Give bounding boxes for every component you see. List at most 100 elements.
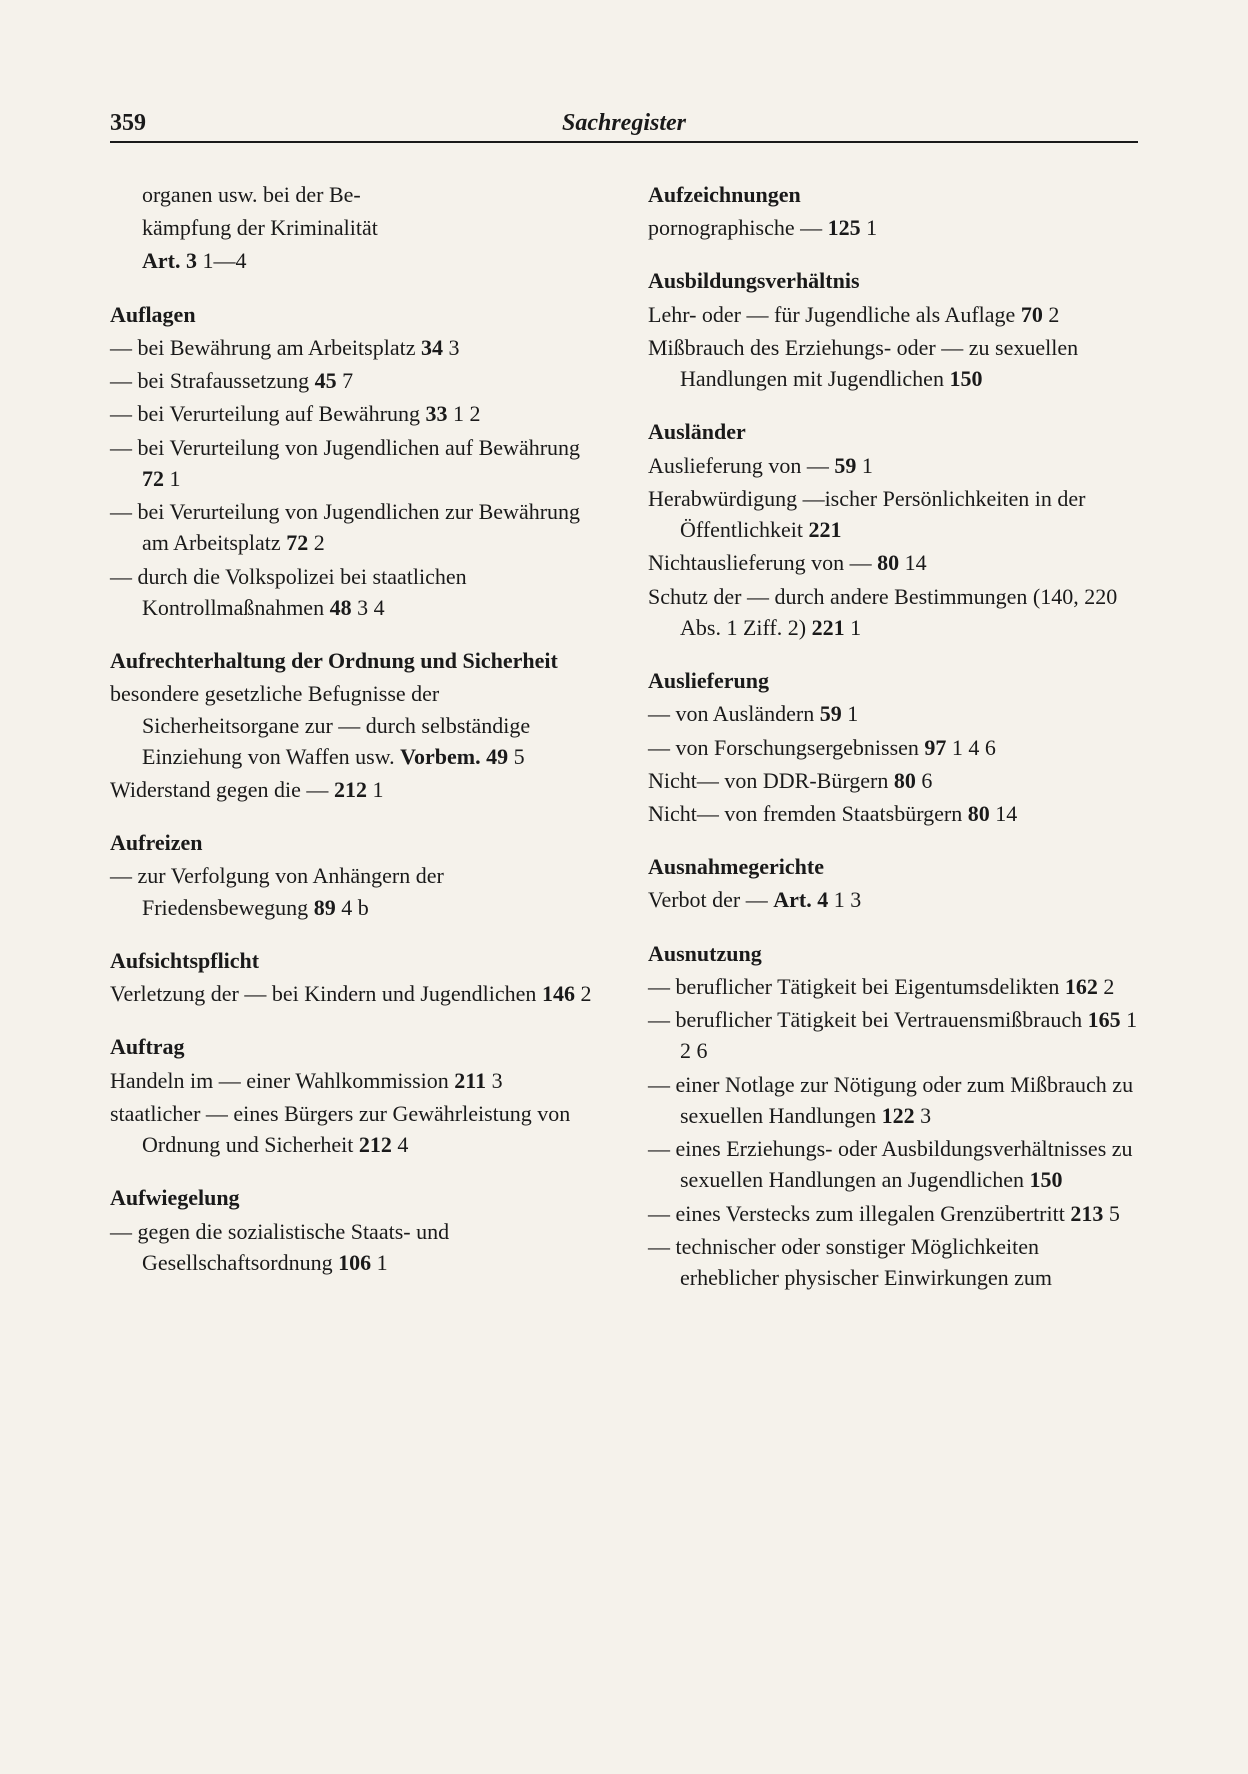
entry-suffix: 1 2 xyxy=(447,401,480,426)
entry-text: — eines Verstecks zum illegalen Grenzübe… xyxy=(648,1201,1070,1226)
index-entry: Verletzung der — bei Kindern und Jugendl… xyxy=(110,978,600,1009)
entry-ref: 146 xyxy=(542,981,575,1006)
section-heading: Ausnutzung xyxy=(648,938,1138,969)
entry-suffix: 1 xyxy=(861,215,878,240)
entry-ref: 162 xyxy=(1065,974,1098,999)
section-heading: Aufrechterhaltung der Ordnung und Sicher… xyxy=(110,645,600,676)
entry-text: Lehr- oder — für Jugendliche als Auflage xyxy=(648,302,1021,327)
index-entry: pornographische — 125 1 xyxy=(648,212,1138,243)
entry-text: — bei Bewährung am Arbeitsplatz xyxy=(110,335,421,360)
entry-suffix: 1—4 xyxy=(197,248,247,273)
index-entry: — einer Notlage zur Nötigung oder zum Mi… xyxy=(648,1069,1138,1131)
entry-ref: 213 xyxy=(1070,1201,1103,1226)
entry-text: — bei Verurteilung von Jugendlichen auf … xyxy=(110,435,580,460)
index-entry: Nichtauslieferung von — 80 14 xyxy=(648,547,1138,578)
entry-ref: 59 xyxy=(820,701,842,726)
section: AusnahmegerichteVerbot der — Art. 4 1 3 xyxy=(648,851,1138,915)
entry-ref: 34 xyxy=(421,335,443,360)
entry-text: — von Forschungsergebnissen xyxy=(648,735,924,760)
index-entry: — technischer oder sonstiger Möglichkeit… xyxy=(648,1231,1138,1293)
index-entry: — eines Verstecks zum illegalen Grenzübe… xyxy=(648,1198,1138,1229)
continuation-line: organen usw. bei der Be- xyxy=(110,179,600,210)
entry-ref: 97 xyxy=(924,735,946,760)
entry-ref: 212 xyxy=(334,777,367,802)
entry-text: pornographische — xyxy=(648,215,828,240)
entry-suffix: 1 xyxy=(845,615,862,640)
entry-text: Nicht— von fremden Staatsbürgern xyxy=(648,801,968,826)
entry-text: — von Ausländern xyxy=(648,701,820,726)
entry-text: — technischer oder sonstiger Möglichkeit… xyxy=(648,1234,1052,1290)
entry-text: — gegen die sozialistische Staats- und G… xyxy=(110,1219,449,1275)
entry-suffix: 1 xyxy=(856,453,873,478)
section-heading: Ausbildungsverhältnis xyxy=(648,265,1138,296)
entry-suffix: 3 xyxy=(486,1068,503,1093)
entry-text: Auslieferung von — xyxy=(648,453,834,478)
entry-ref: 150 xyxy=(1029,1167,1062,1192)
index-entry: Nicht— von DDR-Bürgern 80 6 xyxy=(648,765,1138,796)
entry-ref: 125 xyxy=(828,215,861,240)
entry-text: — bei Verurteilung auf Bewährung xyxy=(110,401,425,426)
entry-ref: 72 xyxy=(286,530,308,555)
index-entry: — bei Strafaussetzung 45 7 xyxy=(110,365,600,396)
entry-suffix: 1 xyxy=(371,1250,388,1275)
continuation-block: organen usw. bei der Be-kämpfung der Kri… xyxy=(110,179,600,277)
entry-ref: 221 xyxy=(812,615,845,640)
entry-suffix: 2 xyxy=(308,530,325,555)
entry-text: Nichtauslieferung von — xyxy=(648,550,877,575)
entry-ref: 150 xyxy=(949,366,982,391)
section-heading: Aufreizen xyxy=(110,827,600,858)
entry-suffix: 1 xyxy=(164,466,181,491)
section: Aufwiegelung— gegen die sozialistische S… xyxy=(110,1182,600,1278)
page: 3 59 Sachregister organen usw. bei der Be… xyxy=(0,0,1248,1774)
entry-ref: 165 xyxy=(1088,1007,1121,1032)
entry-text: — durch die Volkspolizei bei staatlichen… xyxy=(110,564,467,620)
entry-ref: 80 xyxy=(877,550,899,575)
entry-ref: 59 xyxy=(834,453,856,478)
entry-text: Herabwürdigung —ischer Persönlichkeiten … xyxy=(648,486,1085,542)
section-heading: Auflagen xyxy=(110,299,600,330)
entry-text: staatlicher — eines Bürgers zur Gewährle… xyxy=(110,1101,570,1157)
index-entry: Mißbrauch des Erziehungs- oder — zu sexu… xyxy=(648,332,1138,394)
index-entry: Handeln im — einer Wahlkommission 211 3 xyxy=(110,1065,600,1096)
index-entry: — von Ausländern 59 1 xyxy=(648,698,1138,729)
right-column: Aufzeichnungenpornographische — 125 1Aus… xyxy=(648,179,1138,1315)
section: Auslieferung— von Ausländern 59 1— von F… xyxy=(648,665,1138,829)
entry-ref: 33 xyxy=(425,401,447,426)
entry-suffix: 3 xyxy=(443,335,460,360)
index-entry: Nicht— von fremden Staatsbürgern 80 14 xyxy=(648,798,1138,829)
section: Ausländer Auslieferung von — 59 1 Herabwür… xyxy=(648,416,1138,643)
entry-ref: Vorbem. 49 xyxy=(400,744,508,769)
columns: organen usw. bei der Be-kämpfung der Kri… xyxy=(110,179,1138,1315)
entry-text: Nicht— von DDR-Bürgern xyxy=(648,768,894,793)
index-entry: Schutz der — durch andere Bestimmungen (… xyxy=(648,581,1138,643)
index-entry: — bei Verurteilung von Jugendlichen zur … xyxy=(110,496,600,558)
entry-ref: 45 xyxy=(315,368,337,393)
section-heading: Auslieferung xyxy=(648,665,1138,696)
entry-text: Verbot der — xyxy=(648,887,773,912)
entry-text: Widerstand gegen die — xyxy=(110,777,334,802)
section: Aufreizen— zur Verfolgung von Anhängern … xyxy=(110,827,600,923)
entry-text: Verletzung der — bei Kindern und Jugendl… xyxy=(110,981,542,1006)
entry-text: — bei Verurteilung von Jugendlichen zur … xyxy=(110,499,580,555)
entry-ref: Art. 4 xyxy=(773,887,828,912)
section: AuftragHandeln im — einer Wahlkommission… xyxy=(110,1031,600,1160)
entry-suffix: 4 b xyxy=(336,895,369,920)
entry-suffix: 2 xyxy=(1098,974,1115,999)
index-entry: — von Forschungsergebnissen 97 1 4 6 xyxy=(648,732,1138,763)
section-heading: Auftrag xyxy=(110,1031,600,1062)
entry-ref: Art. 3 xyxy=(142,248,197,273)
index-entry: — bei Verurteilung von Jugendlichen auf … xyxy=(110,432,600,494)
entry-suffix: 3 xyxy=(915,1103,932,1128)
entry-suffix: 6 xyxy=(916,768,933,793)
section: Auflagen— bei Bewährung am Arbeitsplatz … xyxy=(110,299,600,623)
index-entry: Herabwürdigung —ischer Persönlichkeiten … xyxy=(648,483,1138,545)
index-entry: besondere gesetzliche Befugnisse der Sic… xyxy=(110,678,600,772)
entry-ref: 221 xyxy=(809,517,842,542)
section-heading: Ausnahmegerichte xyxy=(648,851,1138,882)
index-entry: — bei Verurteilung auf Bewährung 33 1 2 xyxy=(110,398,600,429)
section-heading: Ausländer xyxy=(648,416,1138,447)
entry-ref: 80 xyxy=(968,801,990,826)
entry-text: — bei Strafaussetzung xyxy=(110,368,315,393)
entry-suffix: 1 4 6 xyxy=(946,735,996,760)
header-title: Sachregister xyxy=(562,110,686,137)
